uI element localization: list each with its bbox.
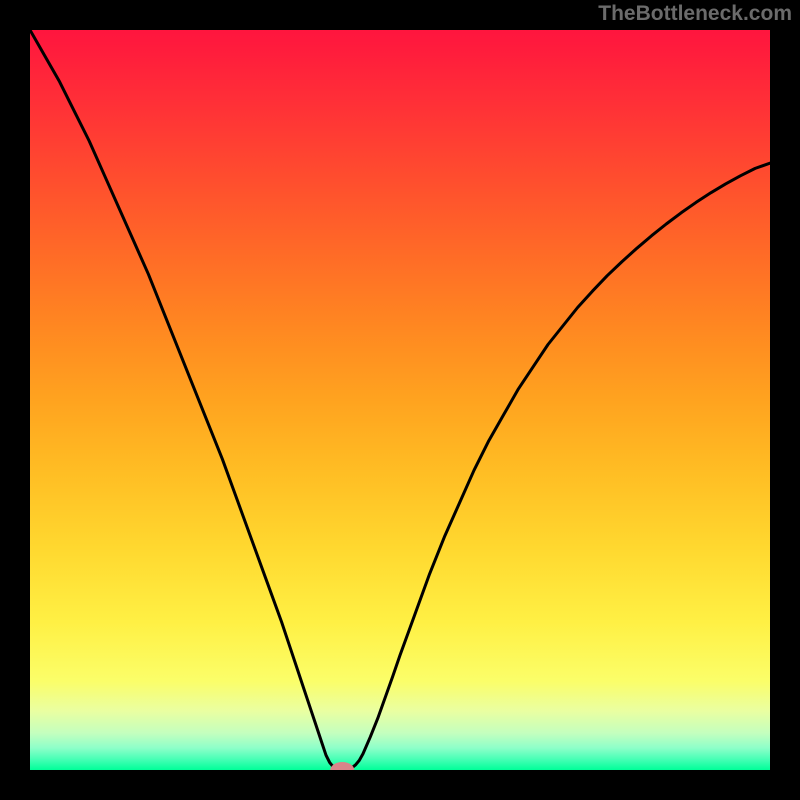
watermark-text: TheBottleneck.com [598,2,792,26]
chart-svg [0,0,800,800]
bottleneck-chart: TheBottleneck.com [0,0,800,800]
